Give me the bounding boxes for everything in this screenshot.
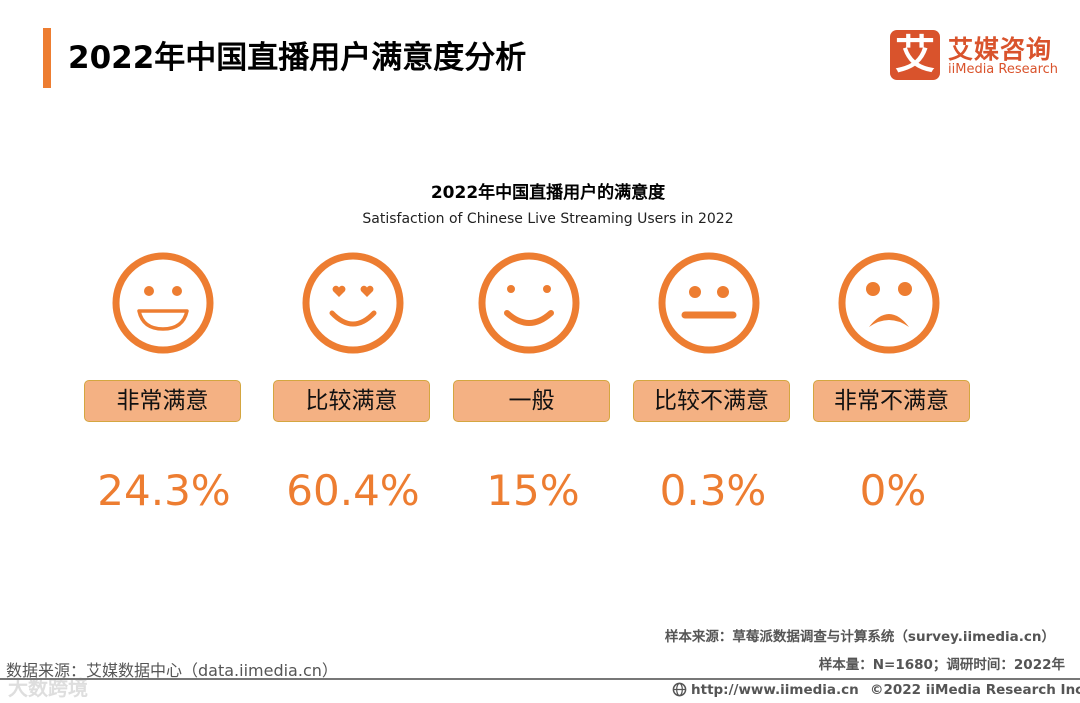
heart-eyes-face-icon: [302, 252, 404, 354]
footer-url-text: http://www.iimedia.cn: [691, 682, 859, 698]
chart-subtitle: Satisfaction of Chinese Live Streaming U…: [362, 211, 734, 227]
footer-divider: [0, 678, 1080, 680]
watermark: 大数跨境: [8, 676, 88, 700]
smile-face-icon: [478, 252, 580, 354]
category-label: 一般: [453, 380, 610, 422]
copyright: ©2022 iiMedia Research Inc: [870, 682, 1080, 698]
percentage-value: 60.4%: [286, 466, 420, 515]
logo-mark: 艾: [890, 30, 940, 80]
frown-face-icon: [838, 252, 940, 354]
percentage-value: 0%: [859, 466, 927, 515]
page-title: 2022年中国直播用户满意度分析: [68, 40, 527, 76]
category-label: 比较满意: [273, 380, 430, 422]
globe-icon: [672, 682, 687, 697]
category-label: 比较不满意: [633, 380, 790, 422]
chart-title: 2022年中国直播用户的满意度: [430, 183, 666, 203]
percentage-value: 15%: [486, 466, 580, 515]
category-label: 非常满意: [84, 380, 241, 422]
sample-size: 样本量：N=1680；调研时间：2022年: [818, 657, 1065, 673]
logo-en-text: iiMedia Research: [948, 62, 1059, 77]
big-grin-face-icon: [112, 252, 214, 354]
percentage-value: 0.3%: [659, 466, 767, 515]
logo-cn-text: 艾媒咨询: [948, 35, 1053, 64]
neutral-face-icon: [658, 252, 760, 354]
iimedia-logo: 艾 艾媒咨询 iiMedia Research: [890, 30, 1070, 82]
category-label: 非常不满意: [813, 380, 970, 422]
sample-source: 样本来源：草莓派数据调查与计算系统（survey.iimedia.cn）: [664, 629, 1055, 645]
data-source: 数据来源：艾媒数据中心（data.iimedia.cn）: [6, 661, 338, 680]
title-accent-bar: [43, 28, 51, 88]
percentage-value: 24.3%: [97, 466, 231, 515]
footer-url[interactable]: http://www.iimedia.cn: [672, 682, 859, 698]
